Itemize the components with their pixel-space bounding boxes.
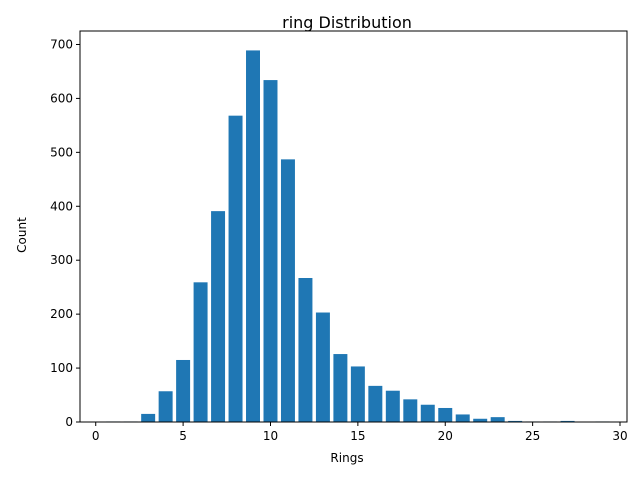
y-axis-ticks: 0 100 200 300 400 500 600 700: [50, 37, 80, 429]
x-axis-label: Rings: [330, 451, 363, 465]
bar-rings-21: [455, 414, 470, 422]
bar-rings-5: [176, 359, 191, 422]
bar-rings-14: [333, 354, 348, 422]
y-tick-label: 500: [50, 145, 73, 159]
bar-rings-16: [368, 385, 383, 422]
y-tick-label: 300: [50, 253, 73, 267]
bar-rings-15: [350, 366, 365, 422]
bar-rings-3: [141, 413, 156, 422]
x-tick-label: 5: [179, 429, 187, 443]
x-tick-label: 20: [438, 429, 453, 443]
bar-rings-22: [473, 418, 488, 422]
y-tick-label: 700: [50, 37, 73, 51]
x-tick-label: 15: [350, 429, 365, 443]
bar-rings-7: [211, 211, 226, 422]
y-tick-label: 600: [50, 91, 73, 105]
bar-rings-4: [158, 391, 173, 422]
bar-rings-8: [228, 115, 243, 423]
bar-rings-23: [490, 417, 505, 422]
y-axis-label: Count: [15, 217, 29, 253]
bar-rings-20: [438, 407, 453, 422]
bar-rings-11: [280, 159, 295, 423]
y-tick-label: 400: [50, 199, 73, 213]
bar-rings-19: [420, 404, 435, 422]
y-tick-label: 200: [50, 307, 73, 321]
y-tick-label: 0: [65, 415, 73, 429]
x-axis-ticks: 0 5 10 15 20 25 30: [92, 422, 628, 443]
plot-frame: [79, 30, 628, 423]
y-tick-label: 100: [50, 361, 73, 375]
chart-title: ring Distribution: [282, 13, 412, 32]
bar-series: [106, 50, 610, 423]
x-tick-label: 10: [263, 429, 278, 443]
bar-rings-9: [246, 50, 260, 423]
bar-rings-6: [193, 282, 208, 422]
bar-rings-27: [560, 420, 575, 422]
bar-rings-13: [315, 312, 330, 422]
bar-rings-24: [508, 420, 523, 422]
bar-rings-18: [403, 399, 418, 422]
bar-rings-10: [263, 80, 278, 422]
x-tick-label: 0: [92, 429, 100, 443]
x-tick-label: 30: [612, 429, 627, 443]
bar-rings-12: [298, 278, 313, 422]
x-tick-label: 25: [525, 429, 540, 443]
bar-rings-17: [385, 390, 400, 422]
